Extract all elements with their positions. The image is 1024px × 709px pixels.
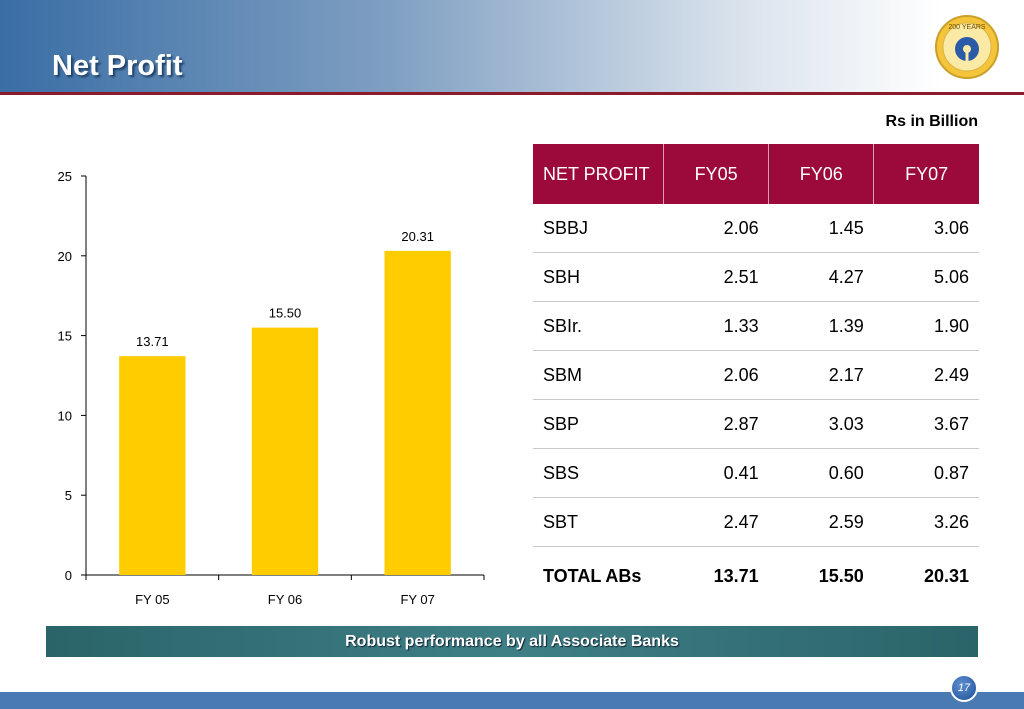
header-net-profit: NET PROFIT — [533, 144, 664, 204]
value-fy05: 1.33 — [663, 301, 769, 351]
bank-name: SBP — [533, 399, 664, 449]
slide-title: Net Profit — [52, 50, 183, 82]
footer-band — [0, 692, 1024, 709]
value-fy05: 2.47 — [663, 497, 769, 547]
header-band — [0, 0, 1024, 93]
y-tick-label: 5 — [65, 488, 72, 503]
bar — [251, 327, 319, 575]
bank-name: SBT — [533, 497, 664, 547]
value-fy07: 3.26 — [873, 497, 979, 547]
bar — [384, 250, 451, 575]
value-fy06: 1.45 — [768, 204, 874, 253]
table-row: SBH 2.51 4.27 5.06 — [533, 252, 979, 302]
header-fy05: FY05 — [663, 144, 770, 204]
y-axis: 0 5 10 15 20 25 — [58, 169, 87, 583]
table-row: SBT 2.47 2.59 3.26 — [533, 497, 979, 547]
bank-name: SBM — [533, 350, 664, 400]
x-tick-label: FY 05 — [135, 592, 169, 607]
net-profit-table: NET PROFIT FY05 FY06 FY07 SBBJ 2.06 1.45… — [533, 144, 979, 605]
table-total-row: TOTAL ABs 13.71 15.50 20.31 — [533, 547, 979, 606]
value-fy07: 0.87 — [873, 448, 979, 498]
header-fy07: FY07 — [873, 144, 979, 204]
value-fy05: 2.06 — [663, 350, 769, 400]
value-fy07: 2.49 — [873, 350, 979, 400]
bank-seal-logo: 200 YEARS — [935, 15, 999, 79]
table-row: SBIr. 1.33 1.39 1.90 — [533, 301, 979, 351]
bank-name: SBH — [533, 252, 664, 302]
bar — [119, 356, 186, 575]
header-rule — [0, 92, 1024, 95]
value-fy07: 3.06 — [873, 204, 979, 253]
bars: 13.71 15.50 20.31 — [119, 229, 451, 575]
bank-name: SBBJ — [533, 204, 664, 253]
total-fy07: 20.31 — [923, 566, 969, 586]
x-axis: FY 05 FY 06 FY 07 — [85, 574, 485, 607]
y-tick-label: 15 — [58, 329, 72, 344]
header-fy06: FY06 — [768, 144, 875, 204]
net-profit-bar-chart: 0 5 10 15 20 25 FY 05 FY 06 FY 07 13.71 15.50 20.… — [58, 169, 485, 607]
value-fy06: 2.59 — [768, 497, 874, 547]
logo-text: 200 YEARS — [948, 24, 986, 31]
page-number-badge: 17 — [950, 674, 978, 702]
bar-data-label: 13.71 — [136, 334, 169, 349]
y-tick-label: 25 — [58, 169, 72, 184]
y-tick-label: 0 — [65, 568, 72, 583]
value-fy07: 1.90 — [873, 301, 979, 351]
unit-label: Rs in Billion — [885, 113, 978, 130]
value-fy06: 0.60 — [768, 448, 874, 498]
value-fy05: 2.06 — [663, 204, 769, 253]
value-fy07: 3.67 — [873, 399, 979, 449]
total-fy06: 15.50 — [818, 566, 864, 586]
summary-banner: Robust performance by all Associate Bank… — [46, 626, 978, 657]
table-row: SBP 2.87 3.03 3.67 — [533, 399, 979, 449]
bank-name: SBIr. — [533, 301, 664, 351]
value-fy05: 0.41 — [663, 448, 769, 498]
value-fy06: 1.39 — [768, 301, 874, 351]
y-tick-label: 10 — [58, 408, 72, 423]
value-fy06: 4.27 — [768, 252, 874, 302]
table-row: SBBJ 2.06 1.45 3.06 — [533, 204, 979, 253]
value-fy05: 2.51 — [663, 252, 769, 302]
x-tick-label: FY 06 — [268, 592, 302, 607]
total-fy05: 13.71 — [713, 566, 759, 586]
x-tick-label: FY 07 — [400, 592, 434, 607]
table-row: SBM 2.06 2.17 2.49 — [533, 350, 979, 400]
value-fy06: 2.17 — [768, 350, 874, 400]
bar-data-label: 15.50 — [269, 306, 302, 321]
table-row: SBS 0.41 0.60 0.87 — [533, 448, 979, 498]
value-fy05: 2.87 — [663, 399, 769, 449]
y-tick-label: 20 — [58, 249, 72, 264]
value-fy07: 5.06 — [873, 252, 979, 302]
bank-name: SBS — [533, 448, 664, 498]
bar-data-label: 20.31 — [401, 229, 434, 244]
table-header-row: NET PROFIT FY05 FY06 FY07 — [533, 144, 979, 204]
value-fy06: 3.03 — [768, 399, 874, 449]
total-label: TOTAL ABs — [543, 566, 642, 586]
